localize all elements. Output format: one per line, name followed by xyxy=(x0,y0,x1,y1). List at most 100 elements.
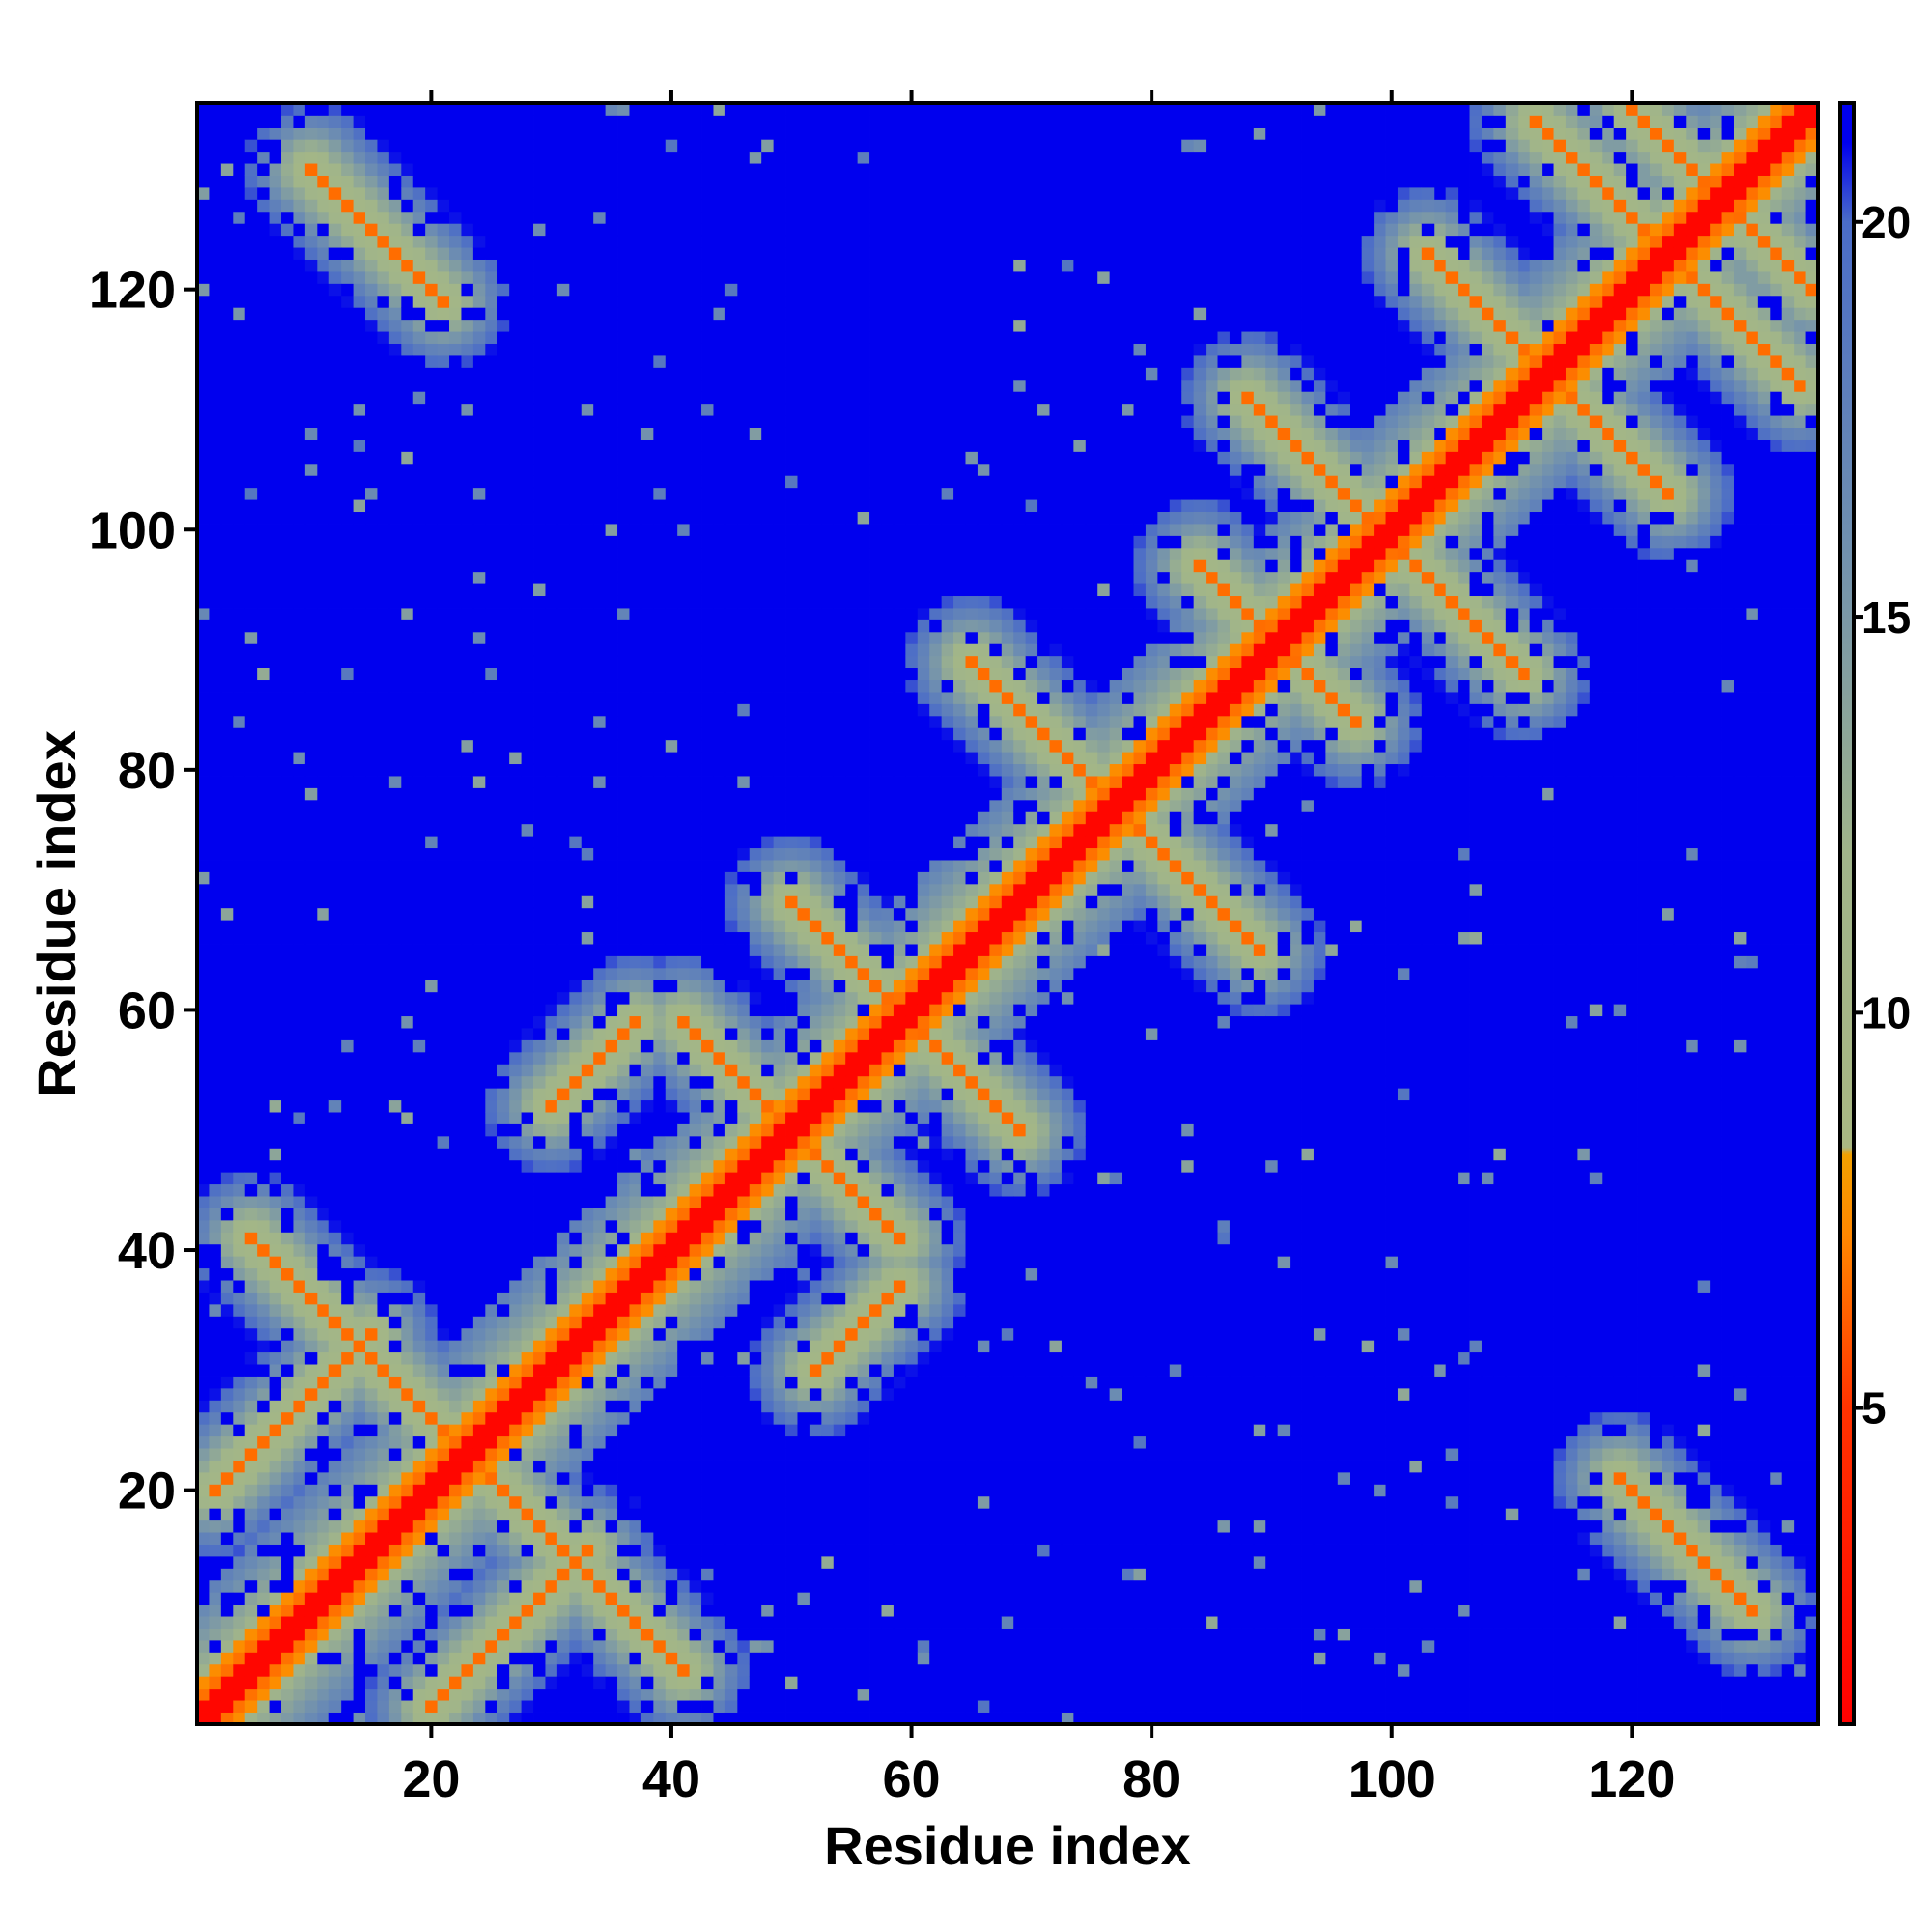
heatmap-cell xyxy=(437,1088,450,1101)
heatmap-cell xyxy=(556,1688,570,1701)
heatmap-cell xyxy=(341,1219,354,1233)
heatmap-cell xyxy=(605,1387,618,1401)
heatmap-cell xyxy=(605,1340,618,1353)
heatmap-cell xyxy=(629,944,642,956)
heatmap-cell xyxy=(293,1555,306,1569)
heatmap-cell xyxy=(233,668,246,681)
heatmap-cell xyxy=(317,847,330,861)
heatmap-cell xyxy=(388,1280,402,1293)
heatmap-cell xyxy=(617,163,630,176)
heatmap-cell xyxy=(581,499,594,513)
heatmap-cell xyxy=(244,451,258,465)
heatmap-cell xyxy=(629,463,642,476)
heatmap-cell xyxy=(209,475,222,489)
heatmap-cell xyxy=(377,727,390,741)
heatmap-cell xyxy=(472,355,486,368)
heatmap-cell xyxy=(209,967,222,980)
heatmap-cell xyxy=(533,475,546,489)
heatmap-cell xyxy=(412,511,426,525)
heatmap-cell xyxy=(449,631,462,644)
heatmap-cell xyxy=(293,1400,306,1413)
heatmap-cell xyxy=(401,440,414,452)
heatmap-cell xyxy=(593,223,607,237)
heatmap-cell xyxy=(605,583,618,597)
heatmap-cell xyxy=(509,1196,522,1208)
heatmap-cell xyxy=(401,847,414,861)
heatmap-cell xyxy=(593,343,607,356)
heatmap-cell xyxy=(304,920,318,933)
heatmap-cell xyxy=(401,1568,414,1581)
heatmap-cell xyxy=(629,1064,642,1077)
heatmap-cell xyxy=(485,1676,498,1690)
heatmap-cell xyxy=(556,440,570,452)
heatmap-cell xyxy=(353,535,366,549)
heatmap-cell xyxy=(328,895,342,909)
heatmap-cell xyxy=(388,1219,402,1233)
heatmap-cell xyxy=(533,595,546,609)
heatmap-cell xyxy=(617,199,630,213)
heatmap-cell xyxy=(233,1639,246,1653)
heatmap-cell xyxy=(437,668,450,681)
heatmap-cell xyxy=(388,307,402,321)
heatmap-cell xyxy=(401,1196,414,1208)
heatmap-cell xyxy=(281,1256,294,1269)
heatmap-cell xyxy=(461,259,474,272)
heatmap-cell xyxy=(388,595,402,609)
heatmap-cell xyxy=(209,655,222,668)
heatmap-cell xyxy=(569,1532,582,1545)
heatmap-cell xyxy=(328,1159,342,1173)
heatmap-cell xyxy=(545,1099,558,1113)
heatmap-cell xyxy=(197,619,210,633)
heatmap-cell xyxy=(629,1028,642,1040)
heatmap-cell xyxy=(472,1592,486,1605)
heatmap-cell xyxy=(281,1183,294,1197)
heatmap-cell xyxy=(533,692,546,704)
heatmap-cell xyxy=(257,1135,270,1149)
heatmap-cell xyxy=(617,271,630,284)
heatmap-cell xyxy=(365,1232,378,1245)
heatmap-cell xyxy=(545,692,558,704)
heatmap-cell xyxy=(328,1484,342,1497)
heatmap-cell xyxy=(293,1663,306,1677)
heatmap-cell xyxy=(556,427,570,440)
heatmap-cell xyxy=(533,1256,546,1269)
heatmap-cell xyxy=(377,763,390,777)
heatmap-cell xyxy=(377,907,390,921)
heatmap-cell xyxy=(629,860,642,872)
heatmap-cell xyxy=(605,259,618,272)
heatmap-cell xyxy=(533,1471,546,1485)
heatmap-cell xyxy=(341,247,354,260)
heatmap-cell xyxy=(353,895,366,909)
heatmap-cell xyxy=(317,752,330,765)
heatmap-cell xyxy=(388,1159,402,1173)
heatmap-cell xyxy=(401,1219,414,1233)
heatmap-cell xyxy=(497,343,510,356)
heatmap-cell xyxy=(293,547,306,560)
heatmap-cell xyxy=(509,1280,522,1293)
heatmap-cell xyxy=(244,331,258,344)
heatmap-cell xyxy=(269,1652,282,1665)
heatmap-cell xyxy=(485,1099,498,1113)
heatmap-cell xyxy=(388,379,402,392)
heatmap-cell xyxy=(617,1460,630,1473)
heatmap-cell xyxy=(605,1411,618,1425)
heatmap-cell xyxy=(545,1616,558,1629)
heatmap-cell xyxy=(521,1471,534,1485)
heatmap-cell xyxy=(388,1688,402,1701)
heatmap-cell xyxy=(328,307,342,321)
heatmap-cell xyxy=(244,883,258,896)
heatmap-cell xyxy=(617,655,630,668)
heatmap-cell xyxy=(605,1088,618,1101)
heatmap-cell xyxy=(569,451,582,465)
heatmap-cell xyxy=(244,955,258,969)
heatmap-cell xyxy=(472,1544,486,1557)
heatmap-cell xyxy=(197,1015,210,1029)
heatmap-cell xyxy=(353,619,366,633)
heatmap-cell xyxy=(388,679,402,693)
heatmap-cell xyxy=(569,1376,582,1389)
heatmap-cell xyxy=(328,811,342,825)
heatmap-cell xyxy=(605,343,618,356)
heatmap-cell xyxy=(377,1316,390,1329)
heatmap-cell xyxy=(509,1628,522,1641)
heatmap-cell xyxy=(545,739,558,753)
